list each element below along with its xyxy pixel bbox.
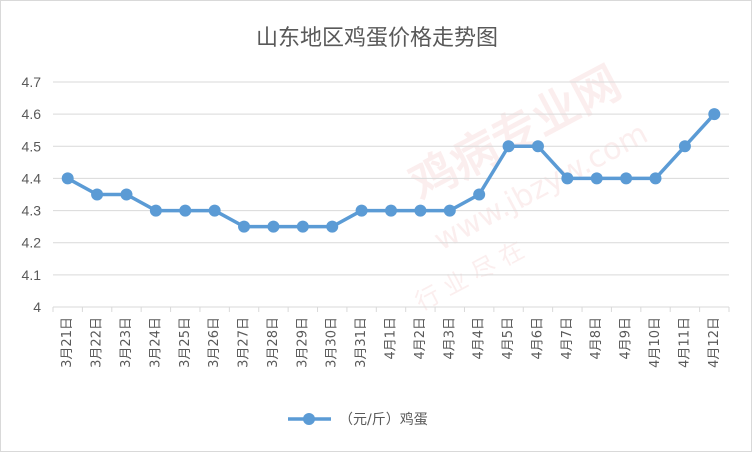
x-tick-label-17: 4月7日: [560, 317, 575, 360]
data-point-20: [649, 172, 662, 185]
y-tick-label-1: 4.1: [22, 267, 42, 283]
data-point-15: [502, 140, 515, 153]
y-tick-label-4: 4.4: [22, 170, 42, 186]
x-tick-label-0: 3月21日: [60, 317, 75, 368]
data-point-14: [473, 188, 486, 201]
x-axis: 3月21日 3月22日 3月23日 3月24日 3月25日 3月26日 3月27日 3月28日…: [52, 307, 730, 368]
x-tick-label-14: 4月4日: [472, 317, 487, 360]
data-point-1: [91, 188, 104, 201]
x-tick-label-15: 4月5日: [501, 317, 516, 360]
data-point-4: [179, 204, 192, 217]
chart-title: 山东地区鸡蛋价格走势图: [256, 26, 498, 51]
y-tick-label-0: 4: [33, 299, 41, 315]
data-point-21: [678, 140, 691, 153]
x-tick-label-11: 4月1日: [384, 317, 399, 360]
data-point-2: [120, 188, 133, 201]
y-tick-label-7: 4.7: [22, 74, 42, 90]
x-tick-label-6: 3月27日: [237, 317, 252, 368]
x-tick-label-21: 4月11日: [677, 317, 692, 368]
data-point-16: [531, 140, 544, 153]
y-tick-label-5: 4.5: [22, 138, 42, 154]
data-point-6: [238, 220, 251, 233]
data-point-11: [385, 204, 397, 217]
y-axis-ticks: 4 4.1 4.2 4.3 4.4 4.5 4.6 4.7: [22, 74, 42, 315]
x-tick-label-9: 3月30日: [325, 317, 340, 368]
data-point-22: [708, 108, 721, 121]
data-point-9: [326, 220, 339, 233]
data-point-10: [355, 204, 368, 217]
gridlines: [53, 81, 729, 308]
data-point-13: [443, 204, 456, 217]
x-tick-label-2: 3月23日: [119, 317, 134, 368]
data-point-7: [267, 220, 280, 233]
x-tick-label-22: 4月12日: [707, 317, 722, 368]
y-tick-label-6: 4.6: [22, 106, 42, 122]
y-tick-label-3: 4.3: [22, 203, 42, 219]
data-point-19: [620, 172, 633, 185]
x-tick-label-1: 3月22日: [90, 317, 105, 368]
x-tick-label-13: 4月3日: [442, 317, 457, 360]
legend-label: （元/斤）鸡蛋: [339, 411, 428, 428]
data-point-18: [590, 172, 603, 185]
x-tick-label-10: 3月31日: [354, 317, 369, 368]
legend: （元/斤）鸡蛋: [288, 411, 428, 428]
data-point-5: [208, 204, 221, 217]
data-point-8: [296, 220, 309, 233]
data-point-17: [561, 172, 574, 185]
x-tick-label-4: 3月25日: [178, 317, 193, 368]
series-line: [61, 108, 721, 233]
x-tick-label-19: 4月9日: [619, 317, 634, 360]
x-tick-label-16: 4月6日: [530, 317, 545, 360]
x-tick-label-18: 4月8日: [589, 317, 604, 360]
watermark-sub-text: 行 业 尽 在: [411, 236, 529, 317]
legend-marker: [303, 413, 315, 425]
x-tick-label-5: 3月26日: [207, 317, 222, 368]
x-tick-label-3: 3月24日: [148, 317, 163, 368]
data-point-0: [61, 172, 74, 185]
x-tick-label-12: 4月2日: [413, 317, 428, 360]
x-tick-label-20: 4月10日: [648, 317, 663, 368]
data-point-3: [149, 204, 162, 217]
watermark: 鸡病专业网 www.jbzyw.com 行 业 尽 在: [401, 55, 654, 316]
x-tick-label-7: 3月28日: [266, 317, 281, 368]
x-tick-label-8: 3月29日: [295, 317, 310, 368]
data-point-12: [414, 204, 427, 217]
y-tick-label-2: 4.2: [22, 235, 42, 251]
